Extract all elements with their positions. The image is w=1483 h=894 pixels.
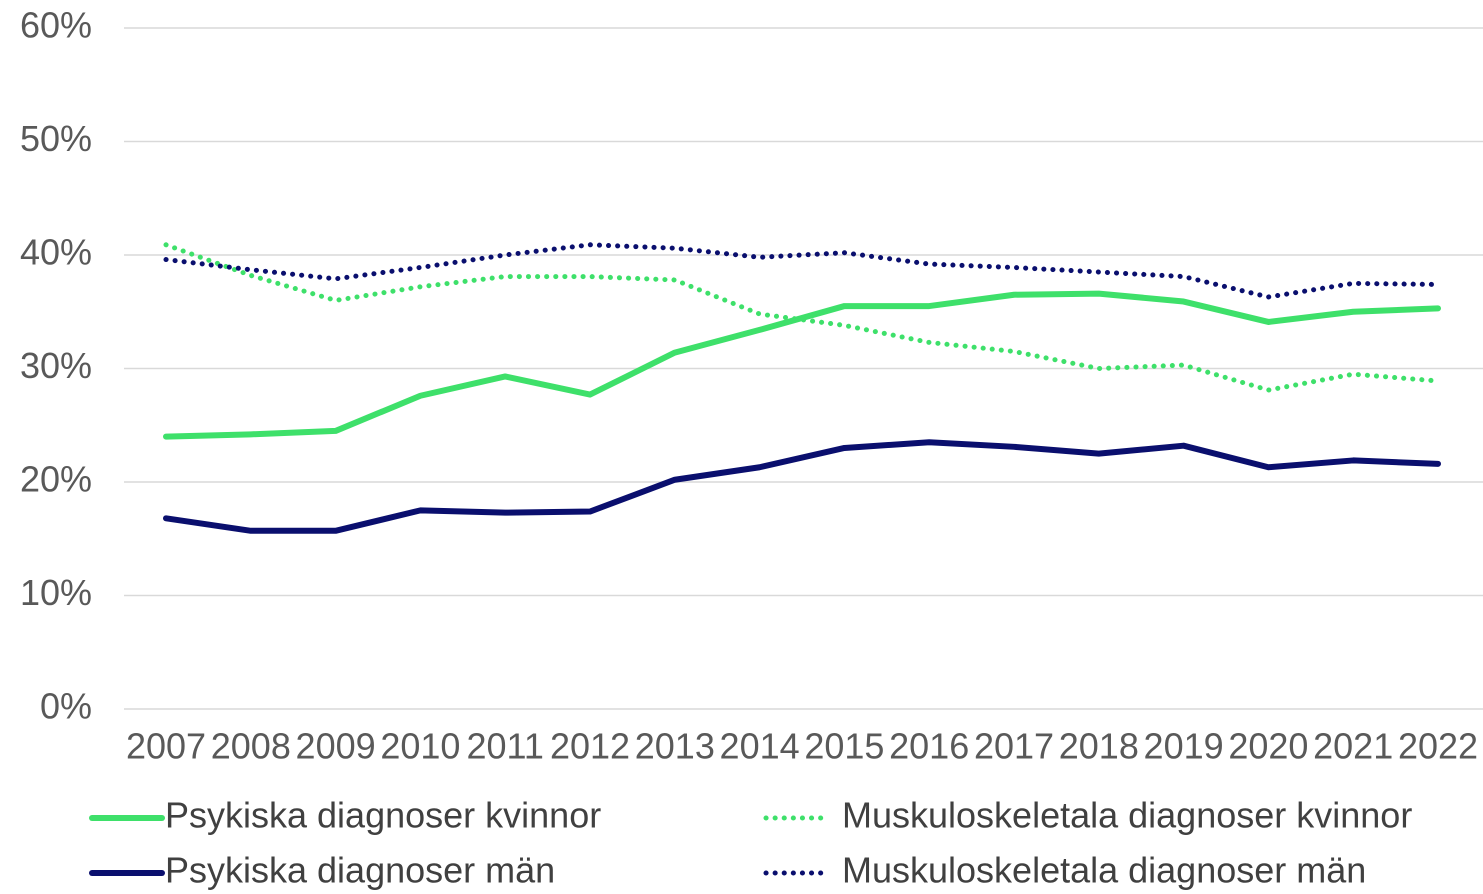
legend-label: Muskuloskeletala diagnoser män [842,850,1366,891]
series-line [163,290,1441,440]
y-tick-label: 30% [20,345,92,386]
y-tick-label: 50% [20,118,92,159]
x-tick-label: 2017 [974,726,1054,767]
x-tick-label: 2007 [126,726,206,767]
x-tick-label: 2018 [1059,726,1139,767]
x-tick-label: 2013 [635,726,715,767]
legend-label: Psykiska diagnoser män [165,850,555,891]
x-tick-label: 2022 [1398,726,1478,767]
series-line [163,242,1441,300]
x-tick-label: 2014 [720,726,800,767]
y-tick-label: 20% [20,459,92,500]
legend-label: Muskuloskeletala diagnoser kvinnor [842,795,1412,836]
series-line [163,242,1441,393]
y-tick-label: 60% [20,5,92,46]
x-tick-label: 2021 [1313,726,1393,767]
x-tick-label: 2016 [889,726,969,767]
legend-label: Psykiska diagnoser kvinnor [165,795,601,836]
x-tick-label: 2009 [296,726,376,767]
x-tick-label: 2015 [804,726,884,767]
x-tick-label: 2012 [550,726,630,767]
y-tick-label: 10% [20,572,92,613]
x-tick-label: 2008 [211,726,291,767]
x-tick-label: 2019 [1144,726,1224,767]
y-tick-label: 0% [40,686,92,727]
x-tick-label: 2010 [380,726,460,767]
y-tick-label: 40% [20,232,92,273]
series-line [163,439,1441,534]
x-tick-label: 2020 [1228,726,1308,767]
x-tick-label: 2011 [466,726,543,767]
